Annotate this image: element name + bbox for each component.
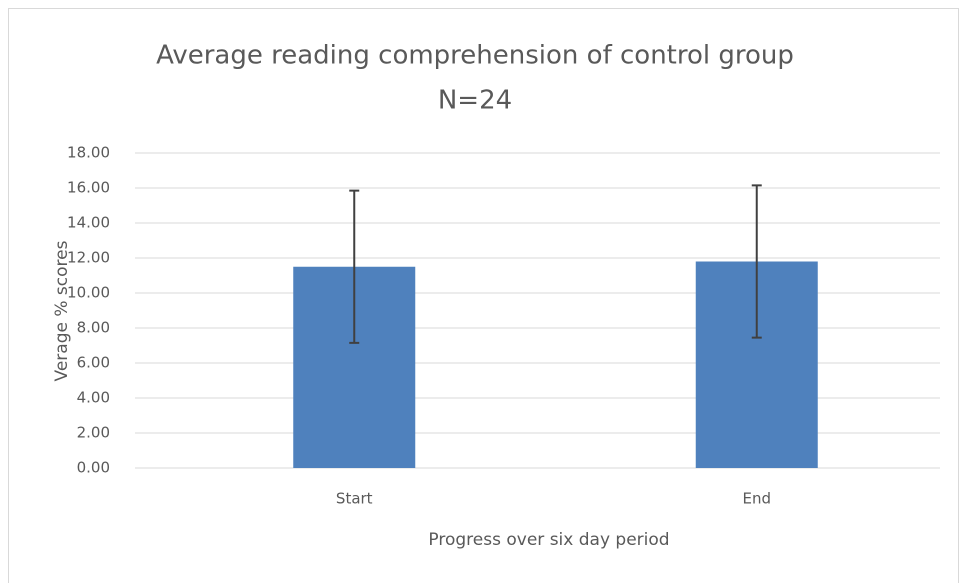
y-tick-label: 18.00 [67, 144, 110, 162]
y-axis-label: Verage % scores [52, 240, 72, 381]
y-tick-label: 8.00 [77, 319, 110, 337]
y-tick-label: 12.00 [67, 249, 110, 267]
x-axis-label: Progress over six day period [428, 530, 669, 550]
x-tick-label: Start [336, 490, 373, 508]
y-tick-label: 14.00 [67, 214, 110, 232]
y-tick-label: 0.00 [77, 459, 110, 477]
chart-subtitle: N=24 [438, 86, 512, 116]
y-tick-label: 10.00 [67, 284, 110, 302]
y-tick-label: 2.00 [77, 424, 110, 442]
y-tick-label: 16.00 [67, 179, 110, 197]
error-bar [751, 184, 762, 339]
y-tick-label: 6.00 [77, 354, 110, 372]
chart-title: Average reading comprehension of control… [156, 41, 794, 71]
x-tick-label: End [742, 490, 771, 508]
error-bar [349, 189, 360, 344]
y-tick-label: 4.00 [77, 389, 110, 407]
